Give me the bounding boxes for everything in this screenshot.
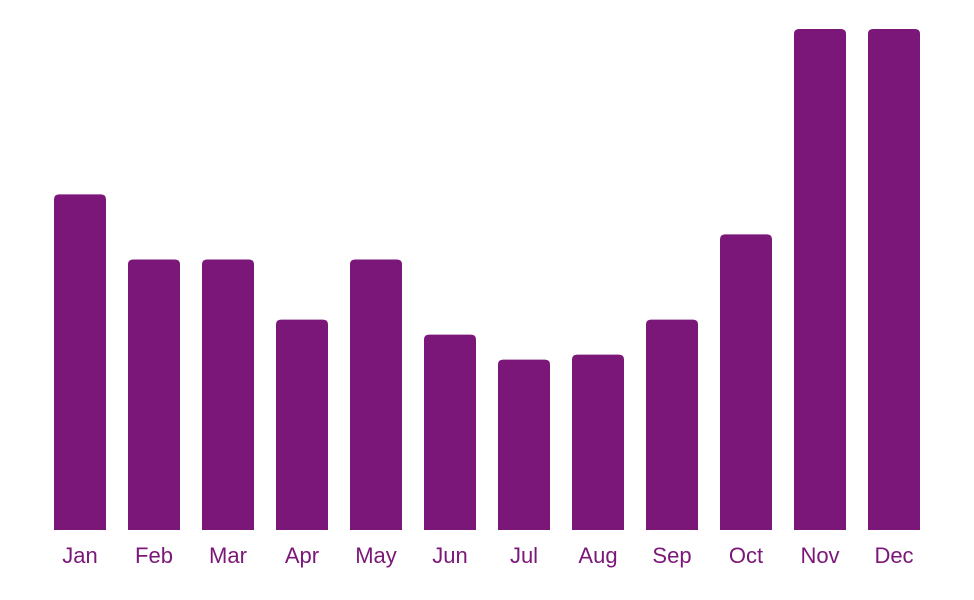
x-tick-label-aug: Aug: [578, 543, 617, 568]
x-tick-label-jan: Jan: [62, 543, 97, 568]
x-tick-label-dec: Dec: [874, 543, 913, 568]
x-tick-label-feb: Feb: [135, 543, 173, 568]
bar-oct: [720, 234, 772, 530]
bar-aug: [572, 354, 624, 530]
x-tick-label-sep: Sep: [652, 543, 691, 568]
x-tick-label-nov: Nov: [800, 543, 839, 568]
bar-mar: [202, 259, 254, 530]
bar-jul: [498, 359, 550, 530]
x-tick-label-apr: Apr: [285, 543, 319, 568]
bar-may: [350, 259, 402, 530]
x-tick-label-mar: Mar: [209, 543, 247, 568]
bar-jun: [424, 334, 476, 530]
x-tick-label-jul: Jul: [510, 543, 538, 568]
x-tick-label-jun: Jun: [432, 543, 467, 568]
bar-sep: [646, 319, 698, 530]
bar-jan: [54, 194, 106, 530]
bar-dec: [868, 29, 920, 530]
bar-feb: [128, 259, 180, 530]
x-tick-label-may: May: [355, 543, 397, 568]
x-tick-label-oct: Oct: [729, 543, 763, 568]
bar-group: [54, 29, 920, 530]
bar-apr: [276, 319, 328, 530]
x-axis-tick-labels: Jan Feb Mar Apr May Jun Jul Aug Sep Oct Nov Dec: [62, 543, 913, 568]
bar-nov: [794, 29, 846, 530]
